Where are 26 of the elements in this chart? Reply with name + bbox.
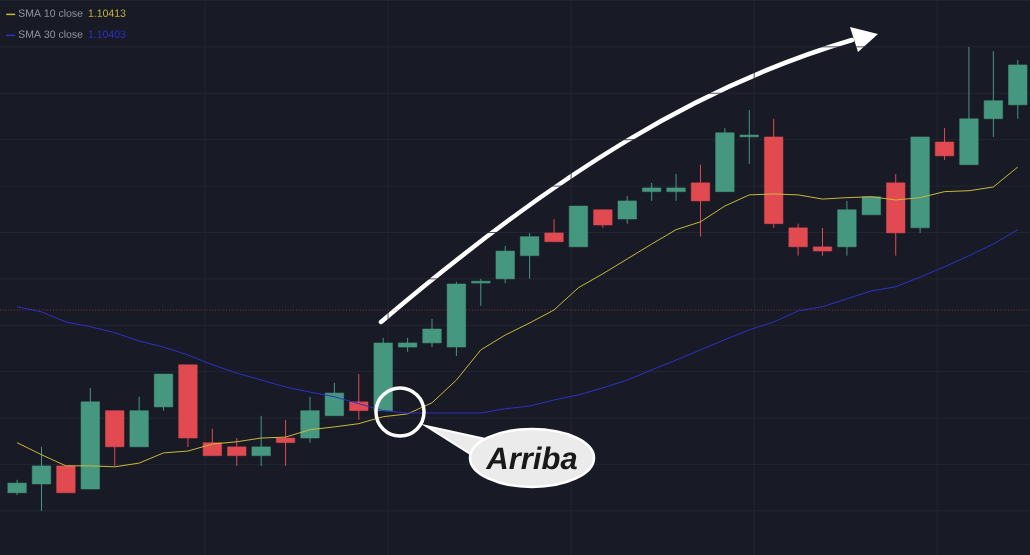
candlestick <box>31 446 52 512</box>
candlestick <box>593 209 613 229</box>
annotation: Arriba <box>485 446 577 470</box>
candlestick <box>202 428 222 457</box>
candlestick <box>812 227 833 257</box>
candlestick <box>690 164 710 238</box>
candlestick <box>642 182 662 202</box>
candlestick <box>349 373 369 421</box>
candlestick <box>520 232 540 280</box>
legend-label: SMA 10 close <box>18 9 83 17</box>
legend-label: SMA 30 close <box>18 30 83 38</box>
candlestick <box>251 415 271 467</box>
candlestick <box>276 419 296 467</box>
candlestick <box>422 318 442 348</box>
candlestick <box>788 223 808 257</box>
candlestick <box>739 109 759 165</box>
candlestick <box>544 218 564 243</box>
candlestick <box>935 127 955 161</box>
candlestick <box>324 382 344 417</box>
text: 1.10403 <box>88 30 126 38</box>
candlestick <box>983 50 1003 138</box>
candlestick <box>617 195 637 225</box>
candlestick <box>227 437 247 467</box>
candlestick <box>666 173 686 202</box>
text: 1.10413 <box>88 9 126 17</box>
candlestick <box>471 278 491 307</box>
